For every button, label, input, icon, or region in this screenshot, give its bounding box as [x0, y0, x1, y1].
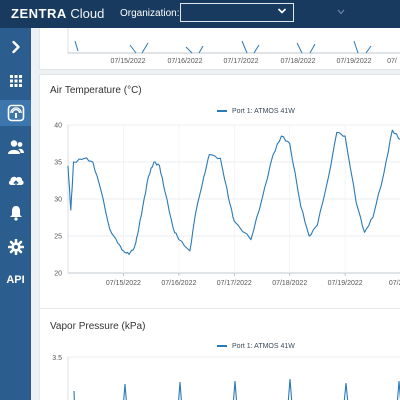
- sidebar-nav: API: [0, 28, 31, 400]
- chart-card-previous: 07/15/2022 07/16/2022 07/17/2022 07/18/2…: [39, 28, 400, 70]
- sidebar-item-api-label: API: [6, 274, 25, 286]
- x-tick-label: 07/15/2022: [106, 280, 141, 287]
- cloud-upload-icon: [8, 176, 24, 188]
- chart-title: Air Temperature (°C): [50, 85, 142, 96]
- x-tick-label: 07/17/2022: [223, 58, 258, 65]
- legend-swatch: [217, 110, 227, 113]
- secondary-chevron-down-icon[interactable]: [337, 8, 345, 17]
- y-tick-label: 35: [54, 160, 62, 167]
- device-signal-icon: [7, 104, 24, 122]
- organization-label: Organization:: [120, 8, 180, 19]
- legend-swatch: [217, 345, 227, 348]
- brand-suffix: Cloud: [70, 6, 105, 21]
- x-tick-label: 07/19/2022: [328, 280, 363, 287]
- sidebar-item-alerts[interactable]: [0, 200, 31, 226]
- sidebar-item-data-upload[interactable]: [0, 168, 31, 194]
- legend-label: Port 1: ATMOS 41W: [232, 343, 295, 350]
- sidebar-item-api[interactable]: API: [0, 267, 31, 293]
- series-line-port-1-atmos-41w[interactable]: [67, 129, 400, 256]
- chart-legend[interactable]: Port 1: ATMOS 41W: [217, 108, 295, 115]
- bell-icon: [9, 206, 22, 221]
- chart-card-air-temperature: Air Temperature (°C) Port 1: ATMOS 41W 2…: [39, 74, 400, 318]
- brand-logo[interactable]: ZENTRA Cloud: [11, 6, 104, 21]
- sidebar-item-users[interactable]: [0, 134, 31, 160]
- x-tick-label: 07/: [387, 58, 397, 65]
- y-tick-label: 20: [54, 271, 62, 278]
- x-tick-label: 07/16/2022: [167, 58, 202, 65]
- x-tick-label: 07/20/2: [389, 280, 400, 287]
- y-tick-label: 3.5: [52, 355, 62, 362]
- chevron-down-icon: [277, 6, 287, 19]
- x-tick-label: 07/15/2022: [110, 58, 145, 65]
- legend-label: Port 1: ATMOS 41W: [232, 108, 295, 115]
- chart-card-vapor-pressure: Vapor Pressure (kPa) Port 1: ATMOS 41W 3…: [39, 308, 400, 400]
- sidebar-toggle-button[interactable]: [0, 34, 31, 60]
- y-tick-label: 40: [54, 123, 62, 130]
- top-bar: ZENTRA Cloud Organization:: [0, 0, 400, 28]
- users-icon: [7, 140, 24, 154]
- chart-title: Vapor Pressure (kPa): [50, 321, 146, 332]
- chevron-right-icon: [11, 40, 20, 54]
- previous-chart-svg: 07/15/2022 07/16/2022 07/17/2022 07/18/2…: [67, 28, 400, 65]
- air-temperature-chart-svg[interactable]: 20 25 30 35 40 07/15/2022 07/16/2022 07/17/2022…: [40, 75, 400, 319]
- gear-icon: [7, 239, 24, 255]
- grid-icon: [9, 75, 22, 87]
- x-tick-label: 07/17/2022: [217, 280, 252, 287]
- main-content[interactable]: 07/15/2022 07/16/2022 07/17/2022 07/18/2…: [31, 28, 400, 400]
- vapor-pressure-chart-svg[interactable]: 3.5: [40, 309, 400, 400]
- sidebar-item-devices[interactable]: [0, 100, 31, 126]
- y-tick-label: 30: [54, 197, 62, 204]
- x-tick-label: 07/16/2022: [161, 280, 196, 287]
- x-tick-label: 07/18/2022: [272, 280, 307, 287]
- sidebar-item-dashboard[interactable]: [0, 68, 31, 94]
- y-tick-label: 25: [54, 234, 62, 241]
- organization-select[interactable]: [180, 3, 294, 22]
- x-tick-label: 07/18/2022: [280, 58, 315, 65]
- x-tick-label: 07/19/2022: [336, 58, 371, 65]
- chart-legend[interactable]: Port 1: ATMOS 41W: [217, 343, 295, 350]
- brand-name: ZENTRA: [11, 6, 67, 21]
- sidebar-item-settings[interactable]: [0, 234, 31, 260]
